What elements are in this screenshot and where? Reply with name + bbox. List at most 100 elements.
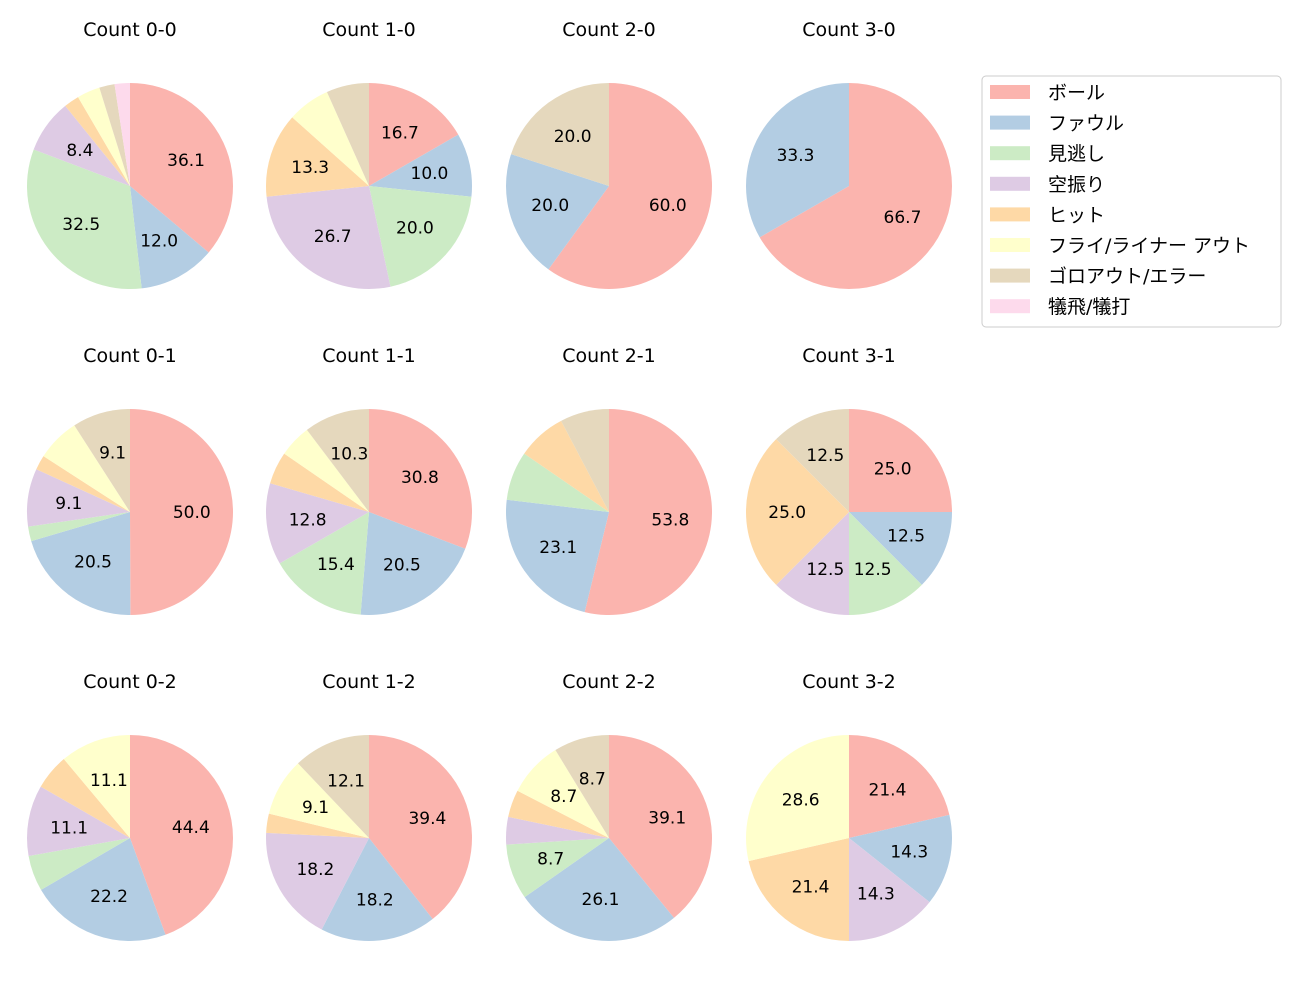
pie-slice — [292, 91, 369, 186]
pie-slice — [130, 409, 234, 615]
legend-entry: 見逃し — [1048, 143, 1105, 165]
pie-title: Count 3-1 — [802, 345, 896, 367]
pie-slice — [63, 735, 130, 838]
pie-slice — [555, 735, 609, 838]
pie-slice — [508, 790, 609, 838]
legend-entry: 空振り — [1048, 174, 1105, 196]
pie-slice — [268, 763, 369, 838]
pie-title: Count 1-0 — [322, 19, 416, 41]
pie-title: Count 1-2 — [322, 671, 416, 693]
pie-slice — [27, 786, 130, 857]
pie-slice — [130, 186, 209, 289]
pie-slice — [266, 483, 369, 564]
pie-slice — [748, 838, 849, 941]
pie-count-2-2: Count 2-239.126.18.78.78.7 — [506, 671, 713, 941]
slice-label: 20.0 — [396, 218, 434, 238]
pie-slice — [524, 420, 609, 512]
pie-slice — [759, 83, 952, 289]
slice-label: 32.5 — [62, 215, 100, 235]
pie-slice — [31, 512, 131, 615]
legend-entry: ヒット — [1048, 204, 1105, 226]
pie-slice — [26, 149, 142, 289]
pie-title: Count 1-1 — [322, 345, 416, 367]
pie-slice — [506, 816, 609, 845]
slice-label: 8.7 — [550, 787, 577, 807]
slice-label: 33.3 — [777, 146, 815, 166]
pie-count-1-0: Count 1-0 16.7 10.0 20.0 26.7 13.3 — [265, 19, 472, 289]
pie-slice — [369, 409, 473, 549]
pie-slice — [266, 186, 391, 289]
slice-label: 23.1 — [539, 538, 577, 558]
slice-label: 20.5 — [74, 553, 112, 573]
pie-slice — [849, 838, 930, 941]
pie-slice — [298, 735, 369, 838]
slice-label: 25.0 — [874, 459, 912, 479]
pie-slice — [511, 83, 609, 186]
slice-label: 20.0 — [531, 196, 569, 216]
pie-slice — [849, 735, 950, 838]
pie-slice — [266, 813, 369, 838]
pie-slice — [40, 759, 130, 838]
slice-label: 9.1 — [99, 444, 126, 464]
slice-label: 53.8 — [651, 510, 689, 530]
slice-label: 26.1 — [582, 890, 620, 910]
slice-label: 30.8 — [401, 468, 439, 488]
slice-label: 12.5 — [854, 560, 892, 580]
pie-title: Count 2-2 — [562, 671, 656, 693]
legend-entry: ゴロアウト/エラー — [1048, 266, 1206, 288]
slice-label: 9.1 — [55, 494, 82, 514]
pie-slice — [517, 750, 609, 838]
pie-count-2-0: Count 2-0 60.0 20.0 20.0 — [506, 19, 712, 289]
pie-slice — [130, 83, 233, 253]
pie-slice — [306, 409, 369, 512]
slice-label: 28.6 — [782, 791, 820, 811]
pie-slice — [321, 838, 433, 941]
slice-label: 44.4 — [172, 818, 210, 838]
pie-slice — [65, 97, 130, 186]
pie-slice — [74, 409, 130, 512]
pie-slice — [26, 469, 130, 527]
slice-label: 39.1 — [648, 808, 686, 828]
slice-label: 11.1 — [50, 818, 88, 838]
pie-slice — [43, 425, 130, 512]
legend-entry: フライ/ライナー アウト — [1048, 235, 1250, 257]
slice-label: 25.0 — [768, 503, 806, 523]
slice-label: 12.8 — [289, 510, 327, 530]
pie-slice — [776, 512, 849, 615]
pie-count-0-0: Count 0-0 36.1 12.0 32.5 8.4 — [26, 19, 233, 289]
pie-slice — [776, 409, 849, 512]
pie-slice — [266, 832, 369, 930]
slice-label: 8.4 — [66, 141, 93, 161]
pie-title: Count 0-0 — [83, 19, 177, 41]
slice-label: 16.7 — [381, 123, 419, 143]
pie-slice — [360, 512, 466, 615]
pie-slice — [114, 83, 130, 186]
pie-slice — [609, 735, 713, 918]
pie-slice — [41, 838, 166, 941]
pie-slice — [849, 512, 922, 615]
slice-label: 18.2 — [356, 891, 394, 911]
legend-swatch — [990, 146, 1030, 161]
pie-title: Count 0-2 — [83, 671, 177, 693]
pie-count-3-1: Count 3-1 25.0 12.5 12.5 12.5 25.0 12.5 — [746, 345, 952, 615]
slice-label: 10.3 — [330, 444, 368, 464]
legend-swatch — [990, 299, 1030, 314]
pie-slice — [561, 409, 609, 512]
pie-slice — [584, 409, 713, 615]
pie-slice — [369, 186, 472, 287]
slice-label: 14.3 — [857, 885, 895, 905]
pie-slice — [33, 105, 130, 186]
slice-label: 21.4 — [869, 781, 907, 801]
pie-slice — [849, 409, 952, 512]
pie-title: Count 3-0 — [802, 19, 896, 41]
pie-count-3-2: Count 3-2 21.4 14.3 14.3 21.4 28.6 — [745, 671, 952, 941]
pie-slice — [28, 838, 130, 890]
pie-slice — [524, 838, 674, 941]
slice-label: 15.4 — [317, 555, 355, 575]
pie-slice — [849, 814, 952, 903]
pie-count-0-1: Count 0-1 50.0 20.5 9.1 9.1 — [26, 345, 234, 615]
slice-label: 11.1 — [90, 771, 128, 791]
pie-slice — [99, 84, 130, 186]
slice-label: 12.5 — [806, 560, 844, 580]
